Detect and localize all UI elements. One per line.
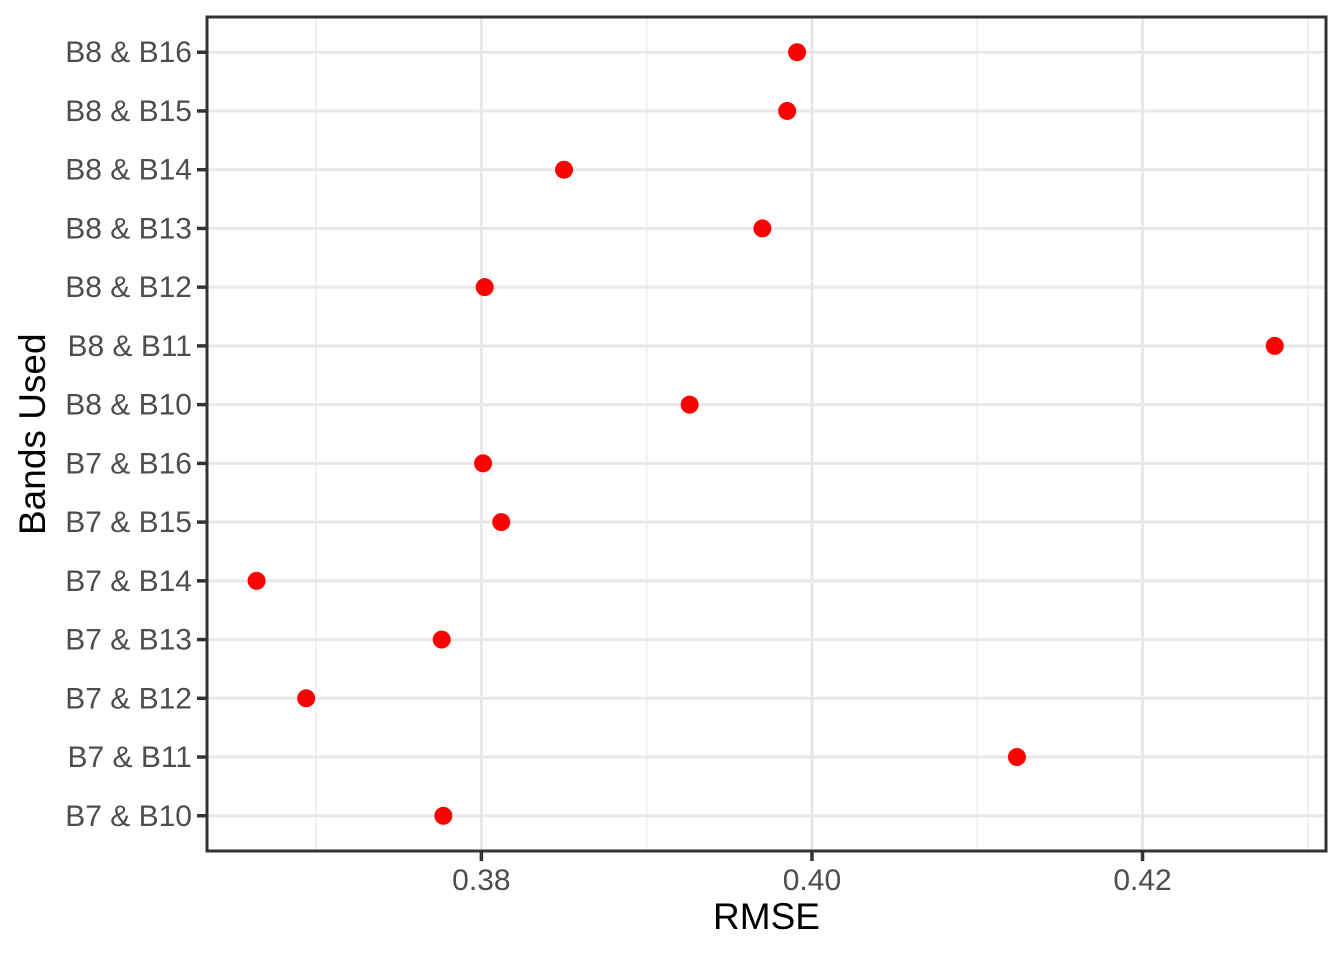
data-point <box>434 806 453 825</box>
y-tick-label: B8 & B13 <box>65 212 192 245</box>
y-axis-title: Bands Used <box>12 333 53 535</box>
x-tick-label: 0.40 <box>783 864 841 897</box>
data-point <box>474 454 493 473</box>
y-tick-label: B8 & B10 <box>65 389 192 422</box>
y-tick-label: B7 & B15 <box>65 506 192 539</box>
data-point <box>475 278 494 297</box>
data-point <box>555 160 574 179</box>
y-tick-label: B7 & B16 <box>65 447 192 480</box>
data-point <box>680 395 699 414</box>
y-tick-label: B7 & B11 <box>67 741 192 774</box>
y-tick-label: B7 & B14 <box>65 565 192 598</box>
panel-border <box>205 15 1328 853</box>
data-point <box>788 43 807 62</box>
data-point <box>492 513 511 532</box>
y-tick-label: B8 & B15 <box>65 95 192 128</box>
x-tick-label: 0.38 <box>452 864 510 897</box>
y-tick-label: B8 & B16 <box>65 36 192 69</box>
data-point <box>753 219 772 238</box>
data-point <box>297 689 316 708</box>
y-tick-label: B8 & B11 <box>67 330 192 363</box>
data-point <box>778 101 797 120</box>
data-point <box>1265 336 1284 355</box>
y-tick-label: B7 & B12 <box>65 682 192 715</box>
y-tick-label: B8 & B12 <box>65 271 192 304</box>
y-tick-label: B7 & B13 <box>65 624 192 657</box>
data-point <box>247 571 266 590</box>
y-tick-label: B8 & B14 <box>65 154 192 187</box>
x-axis-title: RMSE <box>713 896 820 937</box>
x-tick-label: 0.42 <box>1113 864 1171 897</box>
y-tick-label: B7 & B10 <box>65 800 192 833</box>
data-point <box>1007 748 1026 767</box>
data-point <box>432 630 451 649</box>
